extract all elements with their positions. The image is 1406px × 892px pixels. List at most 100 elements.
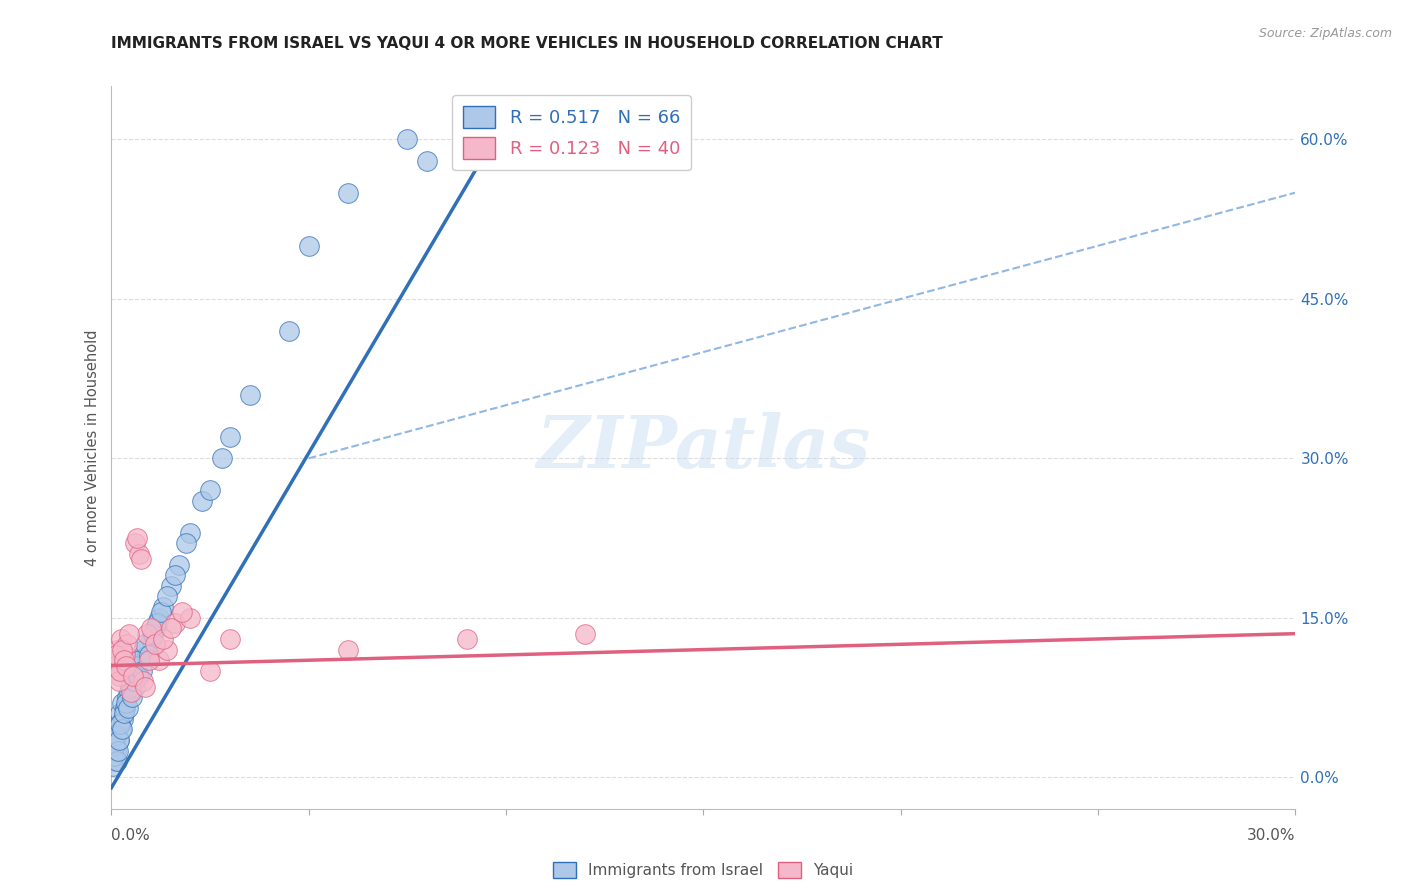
Legend: Immigrants from Israel, Yaqui: Immigrants from Israel, Yaqui xyxy=(547,855,859,884)
Point xyxy=(167,558,190,572)
Point xyxy=(179,525,201,540)
Point xyxy=(159,621,181,635)
Point xyxy=(105,648,128,662)
Point xyxy=(108,669,131,683)
Point xyxy=(456,632,478,646)
Point xyxy=(152,600,174,615)
Point xyxy=(179,611,201,625)
Point xyxy=(115,658,138,673)
Point xyxy=(278,324,301,338)
Text: IMMIGRANTS FROM ISRAEL VS YAQUI 4 OR MORE VEHICLES IN HOUSEHOLD CORRELATION CHAR: IMMIGRANTS FROM ISRAEL VS YAQUI 4 OR MOR… xyxy=(111,36,943,51)
Point xyxy=(103,748,125,763)
Point xyxy=(143,621,166,635)
Point xyxy=(191,493,214,508)
Point xyxy=(198,664,221,678)
Point xyxy=(138,648,160,662)
Point xyxy=(132,642,155,657)
Point xyxy=(132,674,155,689)
Point xyxy=(122,664,145,678)
Point xyxy=(127,669,149,683)
Point xyxy=(107,674,129,689)
Point xyxy=(112,706,135,721)
Point xyxy=(176,536,198,550)
Point xyxy=(105,728,128,742)
Point xyxy=(159,579,181,593)
Point xyxy=(110,723,132,737)
Point xyxy=(120,685,142,699)
Point xyxy=(495,101,517,115)
Point xyxy=(104,653,127,667)
Point xyxy=(108,733,131,747)
Point xyxy=(136,648,159,662)
Point xyxy=(118,626,141,640)
Point xyxy=(238,387,260,401)
Point xyxy=(218,632,240,646)
Point xyxy=(298,239,321,253)
Point xyxy=(124,680,146,694)
Point xyxy=(125,653,148,667)
Point xyxy=(114,701,136,715)
Point xyxy=(172,606,194,620)
Point xyxy=(105,743,128,757)
Point xyxy=(121,690,143,705)
Point xyxy=(111,723,134,737)
Point xyxy=(117,701,139,715)
Point xyxy=(128,547,150,561)
Point xyxy=(124,536,146,550)
Point xyxy=(574,626,596,640)
Point xyxy=(103,759,125,773)
Point xyxy=(112,658,135,673)
Point xyxy=(110,632,132,646)
Point xyxy=(111,696,134,710)
Point xyxy=(163,568,186,582)
Point xyxy=(416,153,439,168)
Point xyxy=(134,680,156,694)
Point xyxy=(104,728,127,742)
Point xyxy=(146,615,169,630)
Point xyxy=(129,552,152,566)
Point xyxy=(142,626,165,640)
Text: ZIPatlas: ZIPatlas xyxy=(536,412,870,483)
Point xyxy=(125,658,148,673)
Point xyxy=(218,430,240,444)
Text: Source: ZipAtlas.com: Source: ZipAtlas.com xyxy=(1258,27,1392,40)
Legend: R = 0.517   N = 66, R = 0.123   N = 40: R = 0.517 N = 66, R = 0.123 N = 40 xyxy=(451,95,690,170)
Text: 30.0%: 30.0% xyxy=(1247,829,1295,843)
Point xyxy=(148,653,170,667)
Point xyxy=(156,590,179,604)
Point xyxy=(156,642,179,657)
Point xyxy=(138,653,160,667)
Point xyxy=(122,669,145,683)
Point xyxy=(139,621,162,635)
Point xyxy=(108,706,131,721)
Point xyxy=(104,738,127,752)
Point xyxy=(152,632,174,646)
Point xyxy=(163,615,186,630)
Point xyxy=(110,717,132,731)
Point xyxy=(105,642,128,657)
Y-axis label: 4 or more Vehicles in Household: 4 or more Vehicles in Household xyxy=(86,329,100,566)
Point xyxy=(149,606,172,620)
Point xyxy=(115,637,138,651)
Point xyxy=(103,748,125,763)
Point xyxy=(131,664,153,678)
Point xyxy=(112,653,135,667)
Point xyxy=(198,483,221,498)
Point xyxy=(103,738,125,752)
Point xyxy=(103,658,125,673)
Point xyxy=(108,664,131,678)
Point xyxy=(148,611,170,625)
Point xyxy=(396,132,419,146)
Point xyxy=(105,754,128,768)
Point xyxy=(118,685,141,699)
Point xyxy=(143,637,166,651)
Point xyxy=(111,642,134,657)
Point xyxy=(139,632,162,646)
Point xyxy=(103,664,125,678)
Point xyxy=(211,451,233,466)
Point xyxy=(107,743,129,757)
Point xyxy=(136,626,159,640)
Text: 0.0%: 0.0% xyxy=(111,829,150,843)
Point xyxy=(120,680,142,694)
Point xyxy=(134,637,156,651)
